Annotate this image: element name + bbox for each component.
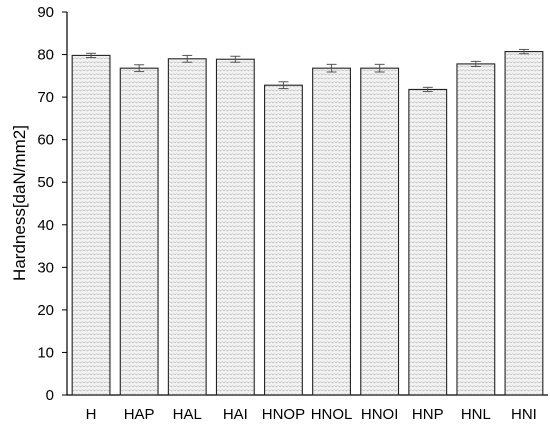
bars — [71, 51, 544, 396]
x-tick-label-hnop: HNOP — [262, 406, 305, 423]
x-tick-label-h: H — [86, 406, 97, 423]
bar-hal — [167, 58, 207, 396]
y-tick-label: 90 — [37, 4, 54, 21]
y-tick-label: 80 — [37, 47, 54, 64]
error-bars — [86, 48, 529, 93]
bar-hap — [119, 67, 159, 396]
x-tick-label-hai: HAI — [223, 406, 248, 423]
bar-hnol — [312, 67, 351, 396]
y-tick-label: 70 — [37, 89, 54, 106]
y-axis-title: Hardness[daN/mm2] — [10, 125, 29, 281]
x-axis-ticks: H HAP HAL HAI HNOP HNOL HNOI HNP HNL HNI — [86, 406, 537, 423]
y-tick-label: 10 — [37, 344, 54, 361]
bar-hni — [504, 51, 544, 396]
x-tick-label-hap: HAP — [124, 406, 155, 423]
y-tick-label: 60 — [37, 132, 54, 149]
x-tick-label-hni: HNI — [511, 406, 537, 423]
y-tick-label: 20 — [37, 302, 54, 319]
bar-hnop — [264, 84, 303, 396]
bar-hnl — [456, 63, 496, 396]
bar-hnp — [408, 88, 448, 396]
x-tick-label-hnoi: HNOI — [361, 406, 399, 423]
x-tick-label-hnl: HNL — [461, 406, 491, 423]
bar-h — [71, 54, 111, 396]
y-tick-label: 50 — [37, 174, 54, 191]
bar-hai — [215, 58, 255, 396]
y-axis-ticks: 0 10 20 30 40 50 60 70 80 90 — [37, 4, 67, 404]
x-tick-label-hnp: HNP — [412, 406, 444, 423]
y-tick-label: 30 — [37, 259, 54, 276]
x-tick-label-hal: HAL — [173, 406, 202, 423]
x-tick-label-hnol: HNOL — [311, 406, 353, 423]
bar-hnoi — [360, 67, 400, 396]
y-tick-label: 0 — [46, 387, 54, 404]
y-tick-label: 40 — [37, 217, 54, 234]
